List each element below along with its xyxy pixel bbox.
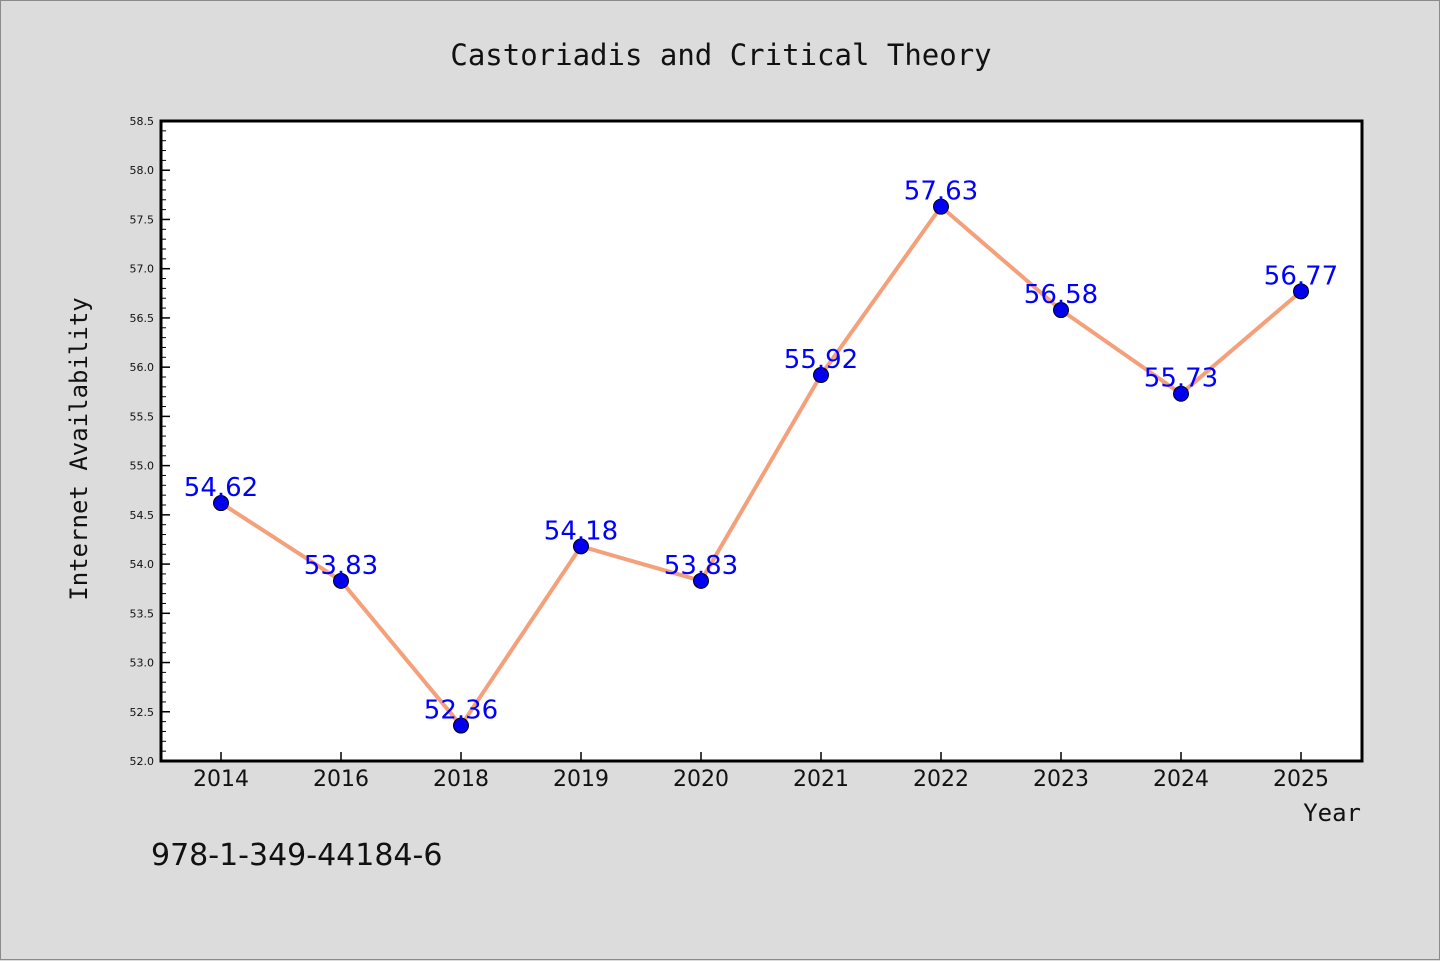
y-tick-label: 56.0	[130, 361, 155, 374]
x-tick-label: 2019	[553, 767, 609, 792]
data-label: 54.18	[544, 516, 618, 546]
data-label: 53.83	[304, 551, 378, 581]
x-tick-label: 2018	[433, 767, 489, 792]
data-label: 54.62	[184, 473, 258, 503]
data-label: 55.92	[784, 345, 858, 375]
y-tick-label: 58.5	[130, 115, 155, 128]
y-axis-label: Internet Availability	[65, 297, 93, 600]
y-tick-label: 54.5	[130, 509, 155, 522]
data-point	[933, 198, 949, 215]
chart-title: Castoriadis and Critical Theory	[450, 38, 991, 72]
data-label: 56.58	[1024, 280, 1098, 310]
x-axis-label: Year	[1303, 799, 1361, 827]
x-tick-label: 2014	[193, 767, 249, 792]
y-tick-label: 55.0	[130, 460, 155, 473]
y-tick-label: 54.0	[130, 558, 155, 571]
x-tick-label: 2024	[1153, 767, 1209, 792]
x-tick-label: 2016	[313, 767, 369, 792]
y-tick-label: 57.0	[130, 263, 155, 276]
series-line	[219, 204, 1303, 728]
data-point	[1173, 385, 1189, 402]
y-axis: 52.0 52.5 53.0 53.5 54.0 54.5 55.0 55.5 56.0 56.5…	[130, 115, 170, 768]
data-point	[453, 717, 469, 734]
data-label: 52.36	[424, 696, 498, 726]
data-point	[1293, 283, 1309, 300]
y-tick-label: 57.5	[130, 213, 155, 226]
data-point	[693, 572, 709, 589]
y-tick-label: 53.0	[130, 657, 155, 670]
data-label: 55.73	[1144, 364, 1218, 394]
y-tick-label: 55.5	[130, 410, 155, 423]
x-tick-label: 2022	[913, 767, 969, 792]
data-label: 56.77	[1264, 261, 1338, 291]
data-point	[1053, 302, 1069, 319]
y-tick-label: 52.0	[130, 755, 155, 768]
y-tick-label: 52.5	[130, 706, 155, 719]
data-point	[573, 538, 589, 555]
plot-area	[159, 119, 1364, 763]
data-label: 57.63	[904, 177, 978, 207]
x-tick-label: 2023	[1033, 767, 1089, 792]
x-tick-label: 2025	[1273, 767, 1329, 792]
y-tick-label: 58.0	[130, 164, 155, 177]
footer-isbn: 978-1-349-44184-6	[151, 838, 442, 873]
x-axis: 2014 2016 2018 2019 2020 2021 2022 2023 2024 2025	[193, 752, 1329, 792]
data-point	[213, 495, 229, 512]
x-tick-label: 2020	[673, 767, 729, 792]
data-label: 53.83	[664, 551, 738, 581]
y-tick-label: 56.5	[130, 312, 155, 325]
y-tick-label: 53.5	[130, 607, 155, 620]
data-labels: 54.62 53.83 52.36 54.18 53.83 55.92 57.63 56.58…	[184, 177, 1338, 726]
data-point	[813, 367, 829, 384]
data-markers	[213, 198, 1309, 734]
x-tick-label: 2021	[793, 767, 849, 792]
data-point	[333, 572, 349, 589]
